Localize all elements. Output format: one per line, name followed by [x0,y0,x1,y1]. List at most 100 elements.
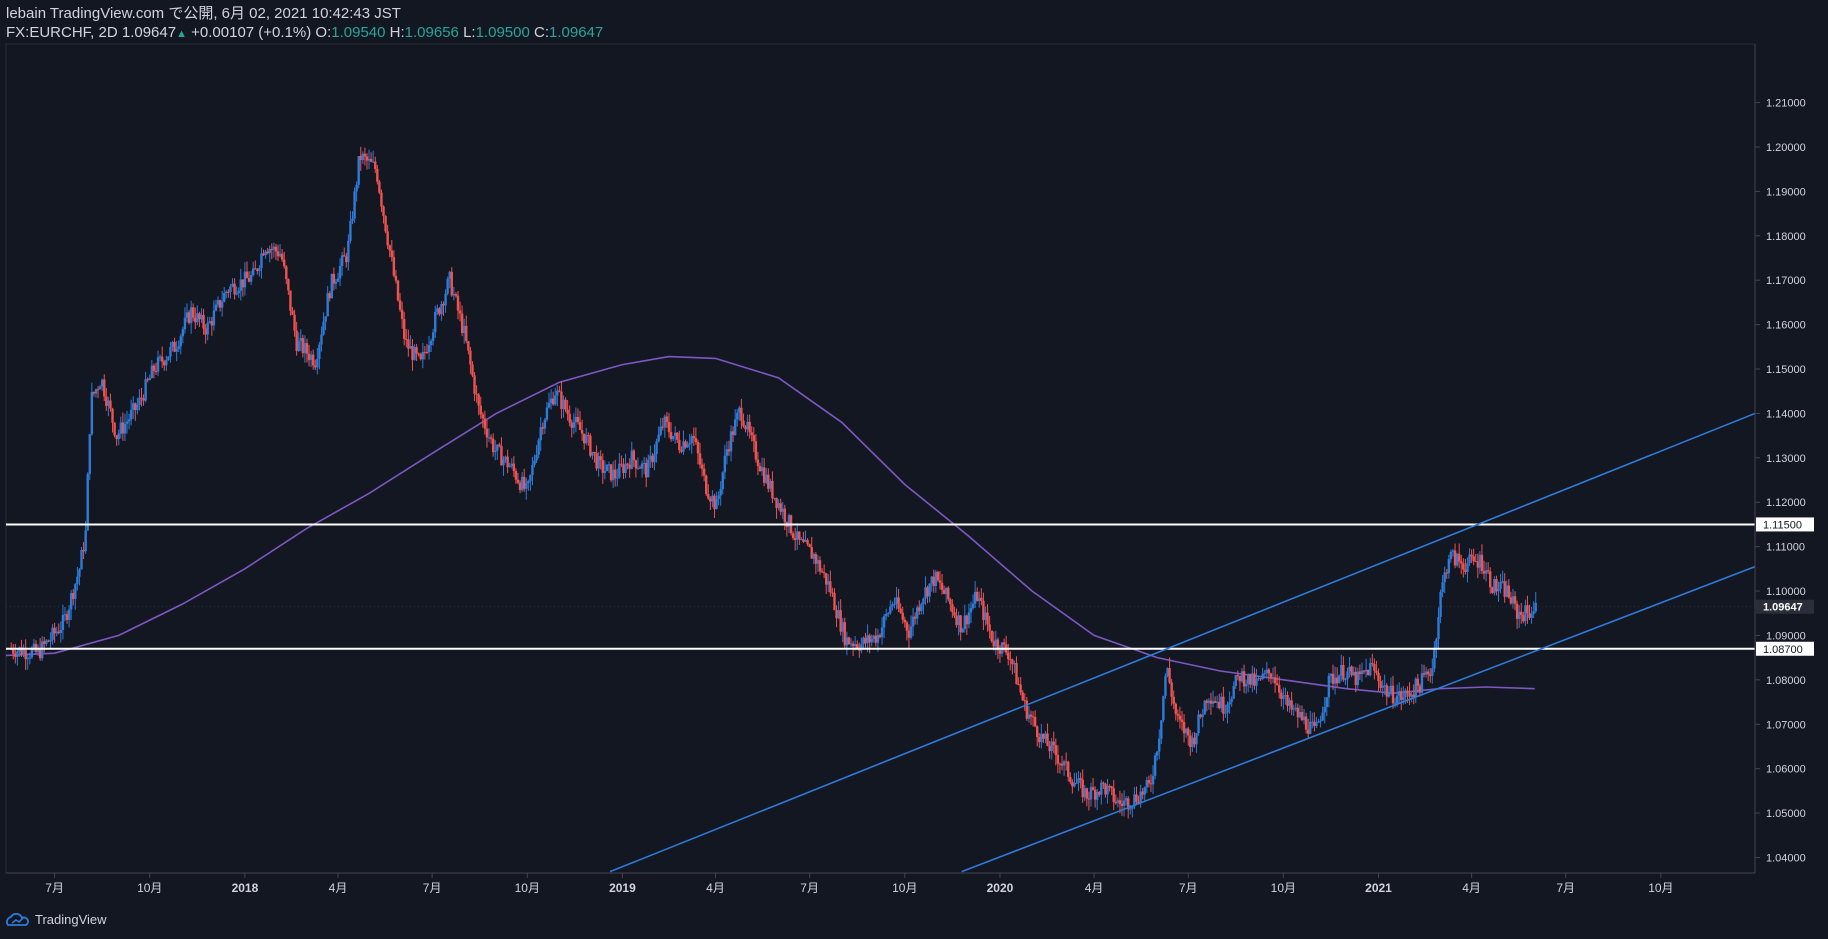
candle-body [1071,781,1074,787]
candle-body [769,480,772,489]
candle-body [1218,701,1221,709]
candle-body [833,593,836,611]
candle-body [465,325,468,342]
candle-body [227,291,230,293]
symbol-label[interactable]: FX:EURCHF, 2D [6,24,118,41]
candle [336,272,340,283]
candle [136,397,139,415]
candle [1122,790,1126,817]
plot-area[interactable] [5,43,1756,874]
candle-body [446,279,449,294]
candle-body [1021,692,1024,701]
candle-body [1038,737,1041,743]
candle-body [1149,783,1153,785]
candle [628,458,631,478]
up-arrow-icon: ▲ [176,28,187,40]
candle [872,634,875,643]
candle-body [884,613,888,617]
candle [1145,776,1149,794]
candle-body [607,464,611,466]
candle [634,459,638,478]
candle [506,449,509,474]
candle-body [403,319,406,339]
candle [216,296,220,308]
candle-body [103,379,106,397]
candle-body [587,434,590,436]
candle [1381,679,1384,697]
candle [458,301,462,322]
candle [582,433,586,450]
candle [1304,712,1308,734]
candle [1482,560,1486,580]
price-tick-label: 1.09000 [1766,630,1806,642]
candle [1232,681,1235,700]
candle [1284,687,1287,705]
candle [773,497,776,501]
candle-body [326,293,329,317]
candle [1360,662,1364,682]
candle [144,371,147,403]
candle-body [38,648,42,659]
candle [1158,729,1161,760]
candle-body [1433,647,1436,669]
candle [959,615,962,641]
candle-body [425,352,429,354]
candle [1354,667,1357,693]
candle [322,312,325,336]
candle-body [63,614,67,616]
candle [1060,755,1064,771]
candle [659,417,662,437]
candle [200,308,203,323]
candle-body [1081,779,1084,798]
candle-body [1381,685,1384,688]
candle [276,244,280,262]
candle-body [713,495,716,510]
candle-body [835,610,838,619]
candle [667,412,671,438]
candle-body [12,648,15,654]
candle-body [125,421,129,424]
candle [760,457,764,476]
time-tick-label: 7月 [1179,881,1198,895]
candle [589,433,592,458]
candle-body [940,582,944,590]
candle-body [655,441,658,455]
candle [591,451,594,460]
candle-body [1120,803,1124,806]
candle [841,618,844,643]
candle [1327,672,1331,708]
candle [1017,677,1020,686]
candle-body [537,440,540,455]
candle-body [978,597,981,601]
candle-body [283,259,286,267]
candle-body [179,336,182,347]
candle [76,567,79,591]
candle [980,588,983,606]
candle [847,636,851,645]
candle-body [682,441,685,452]
candle-body [1404,690,1407,698]
candle-body [1116,800,1120,803]
candle [285,265,288,285]
candle [1197,710,1200,736]
price-axis[interactable]: 1.040001.050001.060001.070001.080001.090… [1754,44,1814,873]
time-axis[interactable]: 7月 10月 2018 4月 7月 10月 2019 4月 7月 10月 2020 4月 7月 10月 20… [6,872,1755,895]
candle-body [816,560,820,564]
candle [746,414,749,437]
footer-brand[interactable]: TradingView [4,912,107,927]
candle-body [1273,677,1277,684]
candle-body [1251,673,1254,685]
candle [920,602,923,615]
trendlines[interactable] [609,412,1756,873]
candle-body [932,576,935,586]
candle-body [1011,659,1014,665]
price-tick-label: 1.20000 [1766,142,1806,154]
candle-body [949,599,952,605]
candle [340,251,344,276]
candle-body [202,314,205,329]
candle [469,346,472,375]
candle-body [1069,777,1072,782]
candle-body [806,540,809,545]
